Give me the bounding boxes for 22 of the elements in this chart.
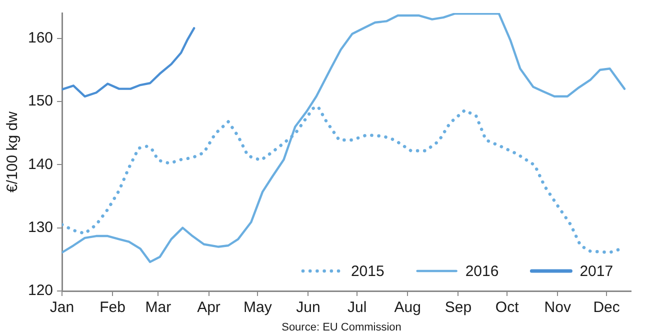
y-tick-label: 130	[28, 218, 54, 236]
legend-label: 2016	[465, 263, 499, 280]
x-tick-label: Nov	[544, 299, 572, 316]
x-tick-label: Oct	[495, 299, 520, 316]
y-tick-label: 140	[28, 156, 54, 173]
y-axis-title: €/100 kg dw	[4, 111, 22, 192]
y-tick-label: 150	[28, 92, 54, 110]
legend-label: 2017	[580, 263, 614, 280]
x-tick-label: Mar	[145, 299, 172, 316]
y-tick-label: 120	[28, 282, 54, 300]
x-tick-label: Jul	[348, 299, 367, 316]
x-tick-label: Feb	[100, 299, 126, 316]
x-tick-label: Dec	[593, 299, 620, 316]
legend-label: 2015	[350, 263, 384, 280]
source-note: Source: EU Commission	[282, 322, 402, 334]
x-tick-label: Aug	[394, 299, 421, 316]
x-tick-label: Sep	[444, 299, 472, 316]
x-tick-label: Jan	[50, 299, 74, 316]
x-tick-label: Jun	[296, 299, 320, 316]
x-tick-label: Apr	[197, 299, 220, 316]
y-tick-label: 160	[28, 29, 54, 46]
x-tick-label: May	[243, 299, 272, 316]
